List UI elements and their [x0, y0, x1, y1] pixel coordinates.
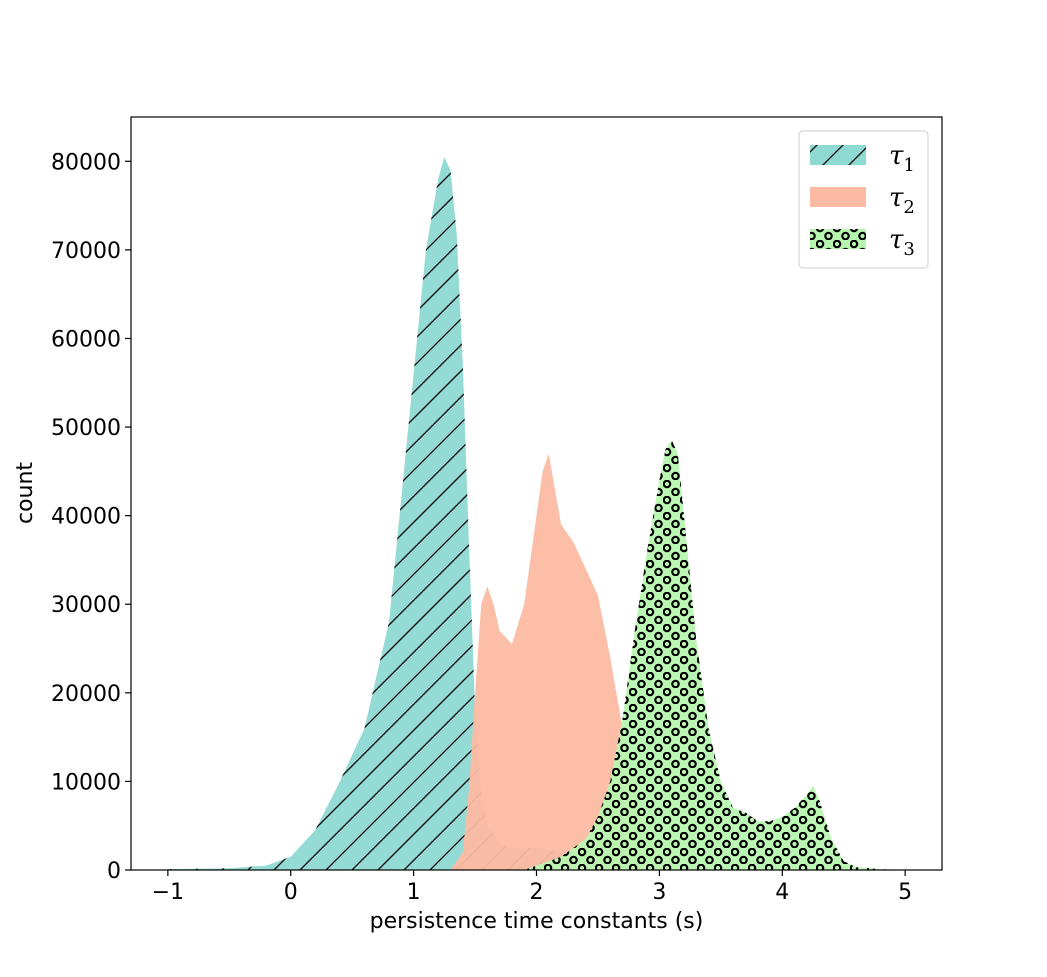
x-tick-label: 4	[775, 880, 789, 905]
y-tick-label: 0	[107, 859, 121, 884]
y-tick-label: 80000	[51, 150, 121, 175]
x-tick-label: 0	[284, 880, 298, 905]
series-tau3-histogram	[524, 440, 906, 870]
series-tau2-area	[450, 453, 709, 870]
y-tick-label: 70000	[51, 239, 121, 264]
y-tick-label: 60000	[51, 327, 121, 352]
series-tau2-histogram	[450, 453, 709, 870]
legend-item-tau2: τ2	[810, 183, 915, 218]
legend-swatch-hatch	[810, 229, 866, 249]
x-tick-label: 3	[652, 880, 666, 905]
series-tau1-hatch	[167, 156, 635, 870]
x-tick-label: 5	[898, 880, 912, 905]
legend-swatch-hatch	[810, 145, 866, 165]
plot-frame	[130, 116, 943, 871]
x-tick-label: 1	[407, 880, 421, 905]
series-tau3-hatch	[524, 440, 906, 870]
y-tick-label: 40000	[51, 505, 121, 530]
y-tick-label: 20000	[51, 682, 121, 707]
y-tick-label: 10000	[51, 770, 121, 795]
legend-item-tau1: τ1	[810, 141, 915, 176]
legend-swatch	[810, 187, 866, 207]
y-axis-label: count	[13, 462, 38, 524]
y-tick-label: 30000	[51, 593, 121, 618]
x-tick-label: 2	[530, 880, 544, 905]
ticks-layer: −1 0 1 2 3 4 5 0 10000 20000 30000 40000 50000 60000 7…	[51, 150, 912, 905]
series-tau1-histogram	[167, 156, 635, 870]
y-tick-label: 50000	[51, 416, 121, 441]
x-tick-label: −1	[152, 880, 184, 905]
series-layer	[167, 156, 906, 870]
x-axis-label: persistence time constants (s)	[370, 909, 704, 934]
